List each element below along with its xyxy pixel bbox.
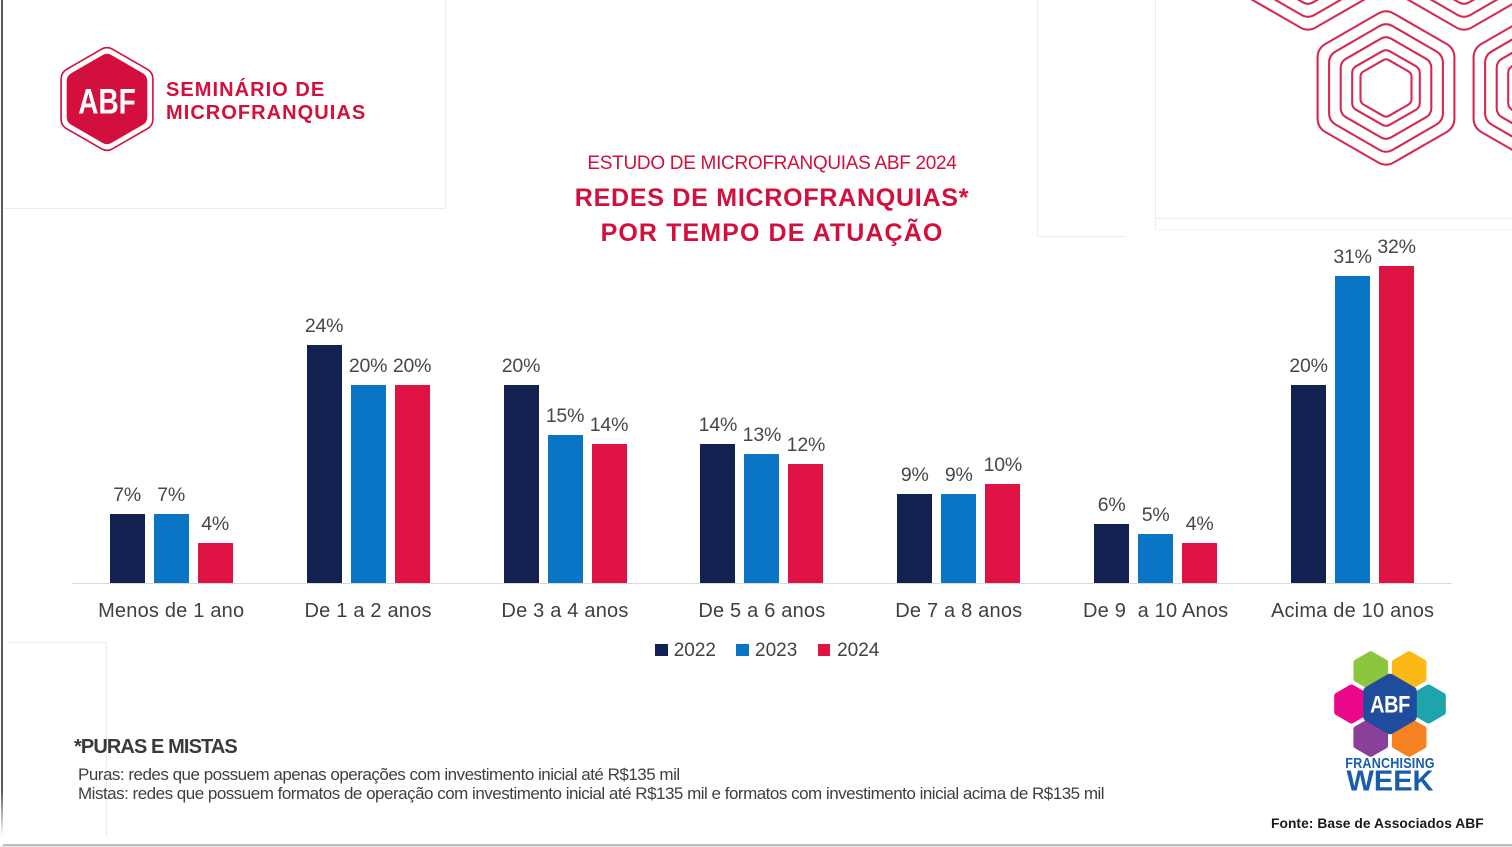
svg-text:ABF: ABF bbox=[1370, 691, 1410, 718]
svg-text:WEEK: WEEK bbox=[1347, 766, 1434, 798]
svg-text:FRANCHISING: FRANCHISING bbox=[1345, 755, 1434, 771]
svg-text:ABF: ABF bbox=[78, 81, 136, 121]
